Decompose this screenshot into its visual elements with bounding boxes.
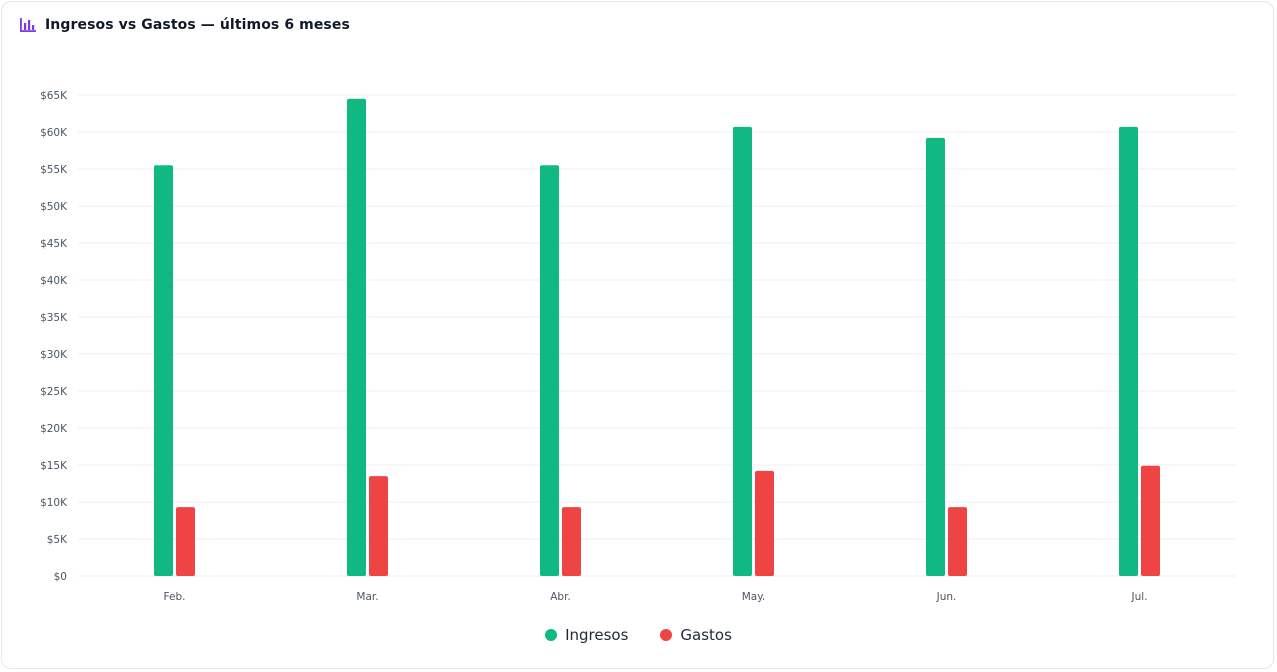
y-tick-label: $50K [40, 201, 68, 213]
bar-ingresos [540, 165, 559, 577]
y-tick-label: $20K [40, 423, 68, 435]
bar-chart: $0 $5K $10K $15K $20K $25K $30K $35K $40K $45K $50… [40, 90, 1236, 603]
y-tick-label: $65K [40, 90, 68, 102]
y-tick-label: $25K [40, 386, 68, 398]
x-tick-label: Abr. [550, 591, 571, 603]
y-tick-label: $10K [40, 497, 68, 509]
x-tick-label: Jul. [1130, 591, 1147, 603]
y-tick-label: $0 [54, 571, 67, 583]
bar-gastos [948, 507, 967, 576]
y-tick-label: $40K [40, 275, 68, 287]
x-tick-label: Feb. [164, 591, 186, 603]
x-tick-label: May. [742, 591, 766, 603]
chart-title: Ingresos vs Gastos — últimos 6 meses [45, 17, 350, 33]
legend-item-gastos[interactable]: Gastos [660, 626, 732, 644]
bar-ingresos [733, 126, 752, 576]
bar-ingresos [347, 98, 366, 576]
x-tick-label: Mar. [356, 591, 378, 603]
y-tick-label: $5K [47, 534, 68, 546]
bar-gastos [1141, 465, 1160, 576]
y-tick-label: $45K [40, 238, 68, 250]
x-tick-label: Jun. [936, 591, 957, 603]
legend-swatch-gastos [660, 629, 673, 641]
y-tick-label: $55K [40, 164, 68, 176]
legend-label-gastos: Gastos [680, 626, 732, 644]
bar-chart-icon [19, 17, 37, 33]
chart-legend: Ingresos Gastos [2, 626, 1275, 644]
y-tick-label: $30K [40, 349, 68, 361]
y-tick-label: $15K [40, 460, 68, 472]
y-tick-label: $60K [40, 127, 68, 139]
bar-gastos [755, 470, 774, 576]
bar-gastos [176, 507, 195, 576]
bar-ingresos [926, 137, 945, 577]
bar-ingresos [1119, 126, 1138, 576]
bar-gastos [369, 476, 388, 576]
legend-item-ingresos[interactable]: Ingresos [545, 626, 628, 644]
chart-header: Ingresos vs Gastos — últimos 6 meses [19, 17, 350, 33]
y-tick-label: $35K [40, 312, 68, 324]
bar-ingresos [154, 165, 173, 577]
bar-gastos [562, 507, 581, 576]
legend-label-ingresos: Ingresos [565, 626, 629, 644]
legend-swatch-ingresos [545, 629, 558, 641]
